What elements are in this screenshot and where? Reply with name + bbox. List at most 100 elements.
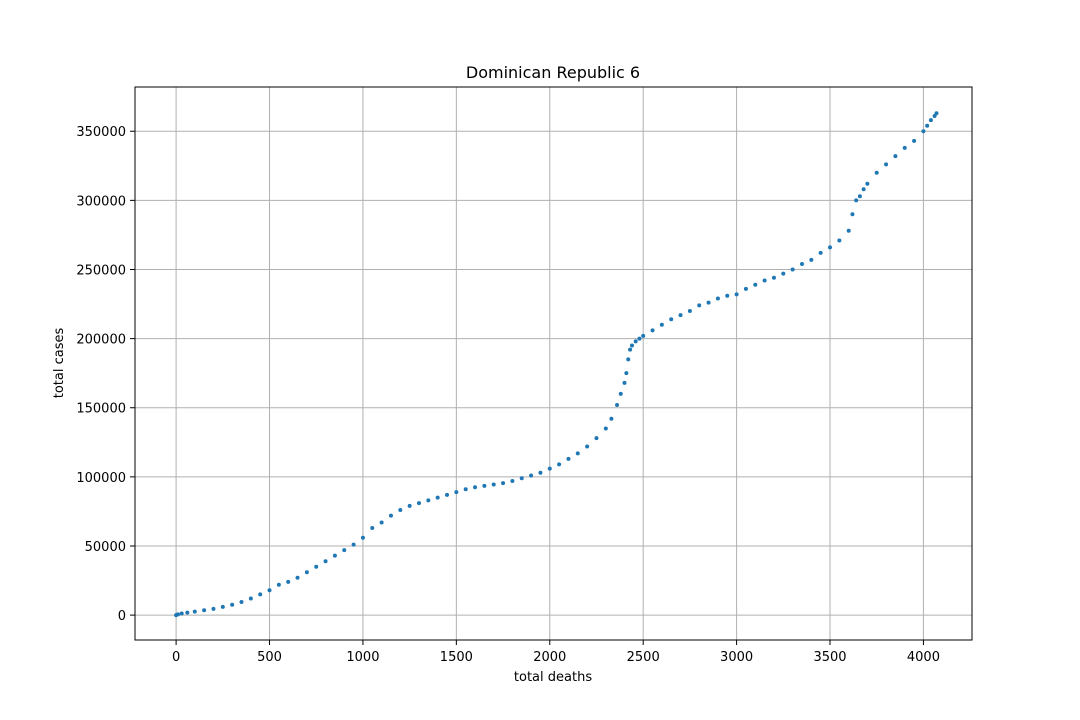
data-point bbox=[258, 592, 263, 597]
data-point bbox=[715, 296, 720, 301]
scatter-points bbox=[174, 111, 939, 618]
data-point bbox=[628, 347, 633, 352]
data-point bbox=[846, 228, 851, 233]
data-point bbox=[192, 609, 197, 614]
x-tick-label: 4000 bbox=[907, 650, 940, 665]
data-point bbox=[314, 564, 319, 569]
data-point bbox=[865, 181, 870, 186]
y-tick-label: 300000 bbox=[76, 194, 126, 209]
data-point bbox=[678, 313, 683, 318]
data-point bbox=[633, 339, 638, 344]
data-point bbox=[304, 570, 309, 575]
data-point bbox=[416, 501, 421, 506]
data-point bbox=[837, 238, 842, 243]
x-tick-label: 500 bbox=[257, 650, 282, 665]
plot-frame bbox=[134, 86, 973, 641]
data-point bbox=[928, 118, 933, 123]
data-point bbox=[912, 138, 917, 143]
data-point bbox=[781, 271, 786, 276]
data-point bbox=[342, 548, 347, 553]
data-point bbox=[379, 520, 384, 525]
data-point bbox=[239, 599, 244, 604]
data-point bbox=[818, 250, 823, 255]
data-point bbox=[790, 267, 795, 272]
data-point bbox=[585, 444, 590, 449]
data-point bbox=[175, 612, 180, 617]
y-tick-label: 100000 bbox=[76, 471, 126, 486]
x-tick-label: 1000 bbox=[346, 650, 379, 665]
data-point bbox=[211, 606, 216, 611]
data-point bbox=[351, 542, 356, 547]
data-point bbox=[323, 559, 328, 564]
data-point bbox=[921, 129, 926, 134]
data-point bbox=[276, 582, 281, 587]
data-point bbox=[529, 473, 534, 478]
data-point bbox=[445, 492, 450, 497]
data-point bbox=[753, 282, 758, 287]
x-tick-label: 2500 bbox=[627, 650, 660, 665]
data-point bbox=[388, 513, 393, 518]
data-point bbox=[566, 456, 571, 461]
y-tick-label: 200000 bbox=[76, 333, 126, 348]
data-point bbox=[473, 485, 478, 490]
data-point bbox=[828, 245, 833, 250]
x-tick-label: 0 bbox=[172, 650, 180, 665]
data-point bbox=[370, 526, 375, 531]
data-point bbox=[850, 212, 855, 217]
data-point bbox=[659, 322, 664, 327]
data-point bbox=[267, 588, 272, 593]
data-point bbox=[622, 380, 627, 385]
data-point bbox=[934, 111, 939, 116]
x-tick-label: 2000 bbox=[533, 650, 566, 665]
data-point bbox=[295, 575, 300, 580]
data-point bbox=[407, 503, 412, 508]
data-point bbox=[697, 303, 702, 308]
y-tick-label: 150000 bbox=[76, 402, 126, 417]
data-point bbox=[519, 476, 524, 481]
plot-area bbox=[135, 87, 972, 640]
x-axis-label: total deaths bbox=[514, 670, 592, 685]
data-point bbox=[884, 162, 889, 167]
data-point bbox=[575, 451, 580, 456]
data-point bbox=[857, 194, 862, 199]
data-point bbox=[609, 416, 614, 421]
data-point bbox=[501, 481, 506, 486]
data-point bbox=[185, 610, 190, 615]
data-point bbox=[624, 371, 629, 376]
grid bbox=[135, 87, 972, 640]
data-point bbox=[902, 145, 907, 150]
data-point bbox=[861, 187, 866, 192]
data-point bbox=[734, 292, 739, 297]
data-point bbox=[547, 466, 552, 471]
data-point bbox=[179, 611, 184, 616]
data-point bbox=[202, 608, 207, 613]
data-point bbox=[454, 490, 459, 495]
data-point bbox=[482, 483, 487, 488]
data-point bbox=[491, 482, 496, 487]
data-point bbox=[743, 286, 748, 291]
y-tick-label: 50000 bbox=[85, 540, 126, 555]
data-point bbox=[510, 479, 515, 484]
x-tick-label: 3000 bbox=[720, 650, 753, 665]
data-point bbox=[799, 261, 804, 266]
x-axis: 0 500 1000 1500 2000 2500 3000 3500 4000 bbox=[172, 640, 940, 665]
y-tick-label: 350000 bbox=[76, 125, 126, 140]
data-point bbox=[603, 426, 608, 431]
data-point bbox=[725, 293, 730, 298]
data-point bbox=[854, 198, 859, 203]
data-point bbox=[286, 579, 291, 584]
data-point bbox=[629, 343, 634, 348]
data-point bbox=[230, 602, 235, 607]
data-point bbox=[557, 462, 562, 467]
data-point bbox=[220, 604, 225, 609]
x-tick-label: 3500 bbox=[813, 650, 846, 665]
data-point bbox=[637, 336, 642, 341]
data-point bbox=[332, 553, 337, 558]
data-point bbox=[248, 596, 253, 601]
data-point bbox=[463, 487, 468, 492]
y-tick-label: 0 bbox=[118, 609, 126, 624]
data-point bbox=[626, 357, 631, 362]
data-point bbox=[809, 257, 814, 262]
data-point bbox=[360, 535, 365, 540]
data-point bbox=[641, 333, 646, 338]
